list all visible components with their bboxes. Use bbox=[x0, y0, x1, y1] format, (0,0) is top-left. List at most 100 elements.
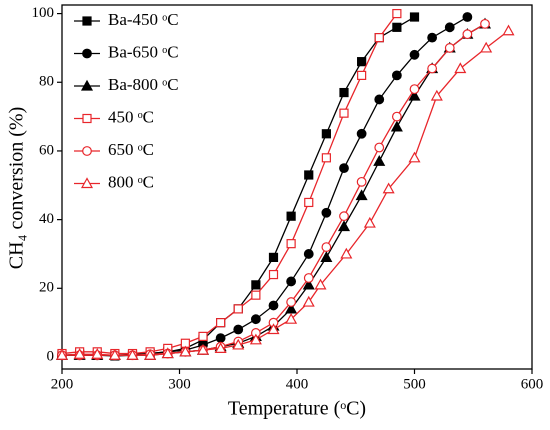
data-point bbox=[409, 49, 420, 60]
data-point bbox=[267, 323, 280, 335]
data-point bbox=[462, 12, 473, 22]
data-point bbox=[232, 338, 245, 350]
data-point bbox=[321, 242, 332, 252]
y-tick-label: 40 bbox=[39, 211, 54, 227]
data-point bbox=[268, 300, 279, 311]
data-point bbox=[314, 278, 327, 290]
data-point bbox=[268, 269, 279, 280]
data-point bbox=[303, 273, 314, 283]
data-point bbox=[55, 349, 69, 360]
data-point bbox=[196, 343, 210, 355]
legend-marker bbox=[80, 79, 94, 91]
data-point bbox=[409, 84, 420, 95]
data-point bbox=[374, 94, 385, 105]
legend-label: 800 ᵒC bbox=[108, 172, 154, 191]
data-point bbox=[408, 89, 421, 101]
data-point bbox=[357, 57, 367, 67]
x-tick-label: 200 bbox=[51, 376, 74, 392]
data-point bbox=[427, 32, 438, 43]
y-tick-label: 20 bbox=[39, 280, 54, 296]
data-point bbox=[251, 290, 261, 300]
data-point bbox=[286, 211, 296, 221]
data-point bbox=[444, 22, 455, 33]
data-point bbox=[444, 43, 455, 53]
y-tick-label: 80 bbox=[39, 74, 54, 90]
data-point bbox=[286, 297, 297, 307]
data-point bbox=[427, 63, 438, 74]
data-point bbox=[357, 70, 367, 80]
legend-marker bbox=[82, 113, 92, 124]
data-point bbox=[356, 176, 367, 187]
data-point bbox=[108, 349, 121, 360]
data-point bbox=[126, 349, 139, 360]
data-point bbox=[430, 89, 443, 101]
x-tick-label: 500 bbox=[403, 376, 426, 392]
data-point bbox=[502, 24, 515, 36]
data-point bbox=[303, 249, 314, 259]
data-point bbox=[355, 189, 368, 201]
data-point bbox=[363, 216, 376, 228]
data-point bbox=[214, 342, 227, 353]
legend-label: Ba-800 ᵒC bbox=[108, 75, 179, 94]
y-tick-label: 60 bbox=[39, 142, 54, 158]
data-point bbox=[382, 182, 395, 194]
data-point bbox=[340, 247, 353, 259]
data-point bbox=[454, 62, 467, 74]
data-point bbox=[285, 312, 298, 324]
data-point bbox=[285, 302, 298, 314]
data-point bbox=[391, 70, 402, 81]
legend-marker bbox=[82, 146, 92, 156]
data-point bbox=[73, 347, 86, 359]
legend-marker bbox=[80, 177, 94, 189]
legend-marker bbox=[82, 48, 92, 59]
legend-label: Ba-450 ᵒC bbox=[108, 10, 179, 29]
data-point bbox=[392, 8, 402, 19]
data-point bbox=[408, 151, 421, 163]
data-point bbox=[374, 33, 384, 43]
data-point bbox=[374, 142, 385, 153]
data-point bbox=[286, 239, 296, 249]
data-point bbox=[321, 129, 331, 139]
data-point bbox=[339, 163, 349, 174]
data-point bbox=[356, 128, 367, 139]
data-point bbox=[462, 29, 473, 40]
data-point bbox=[304, 170, 314, 180]
data-point bbox=[409, 12, 420, 22]
data-point bbox=[233, 324, 244, 335]
data-point bbox=[392, 22, 402, 32]
y-axis-label: CH₄ conversion (%) bbox=[6, 107, 28, 270]
y-tick-label: 0 bbox=[47, 348, 55, 364]
data-point bbox=[233, 304, 243, 314]
data-point bbox=[321, 207, 332, 218]
data-point bbox=[390, 120, 403, 132]
data-point bbox=[179, 345, 192, 357]
data-point bbox=[480, 18, 490, 29]
data-point bbox=[249, 333, 262, 345]
data-point bbox=[320, 251, 333, 262]
legend-marker bbox=[82, 16, 92, 26]
data-point bbox=[339, 87, 349, 98]
data-point bbox=[198, 331, 208, 341]
x-tick-label: 300 bbox=[168, 376, 191, 392]
data-point bbox=[250, 314, 261, 325]
x-tick-label: 600 bbox=[521, 376, 544, 392]
legend-label: 450 ᵒC bbox=[108, 107, 154, 126]
data-point bbox=[216, 318, 226, 328]
data-point bbox=[251, 280, 261, 290]
data-point bbox=[302, 295, 315, 307]
data-point bbox=[144, 349, 157, 360]
legend-label: 650 ᵒC bbox=[108, 140, 154, 159]
data-point bbox=[339, 211, 349, 222]
data-point bbox=[302, 278, 315, 290]
data-point bbox=[91, 347, 104, 359]
data-point bbox=[339, 108, 349, 118]
data-point bbox=[373, 155, 386, 166]
data-point bbox=[337, 220, 351, 232]
x-axis-label: Temperature (ᵒC) bbox=[228, 398, 366, 420]
y-tick-label: 100 bbox=[32, 5, 55, 21]
data-point bbox=[161, 347, 174, 359]
data-point bbox=[321, 153, 331, 163]
data-point bbox=[391, 111, 402, 122]
